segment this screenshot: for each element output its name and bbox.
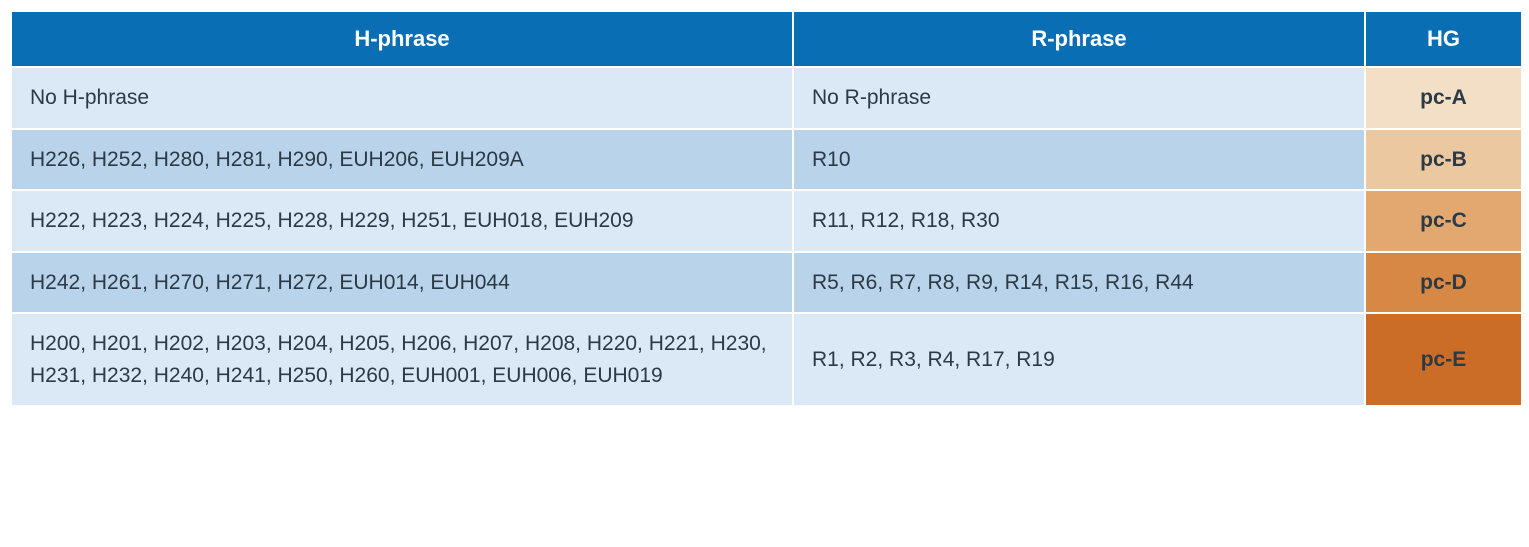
cell-h-phrase: H222, H223, H224, H225, H228, H229, H251…: [12, 191, 792, 251]
table-row: H222, H223, H224, H225, H228, H229, H251…: [12, 191, 1521, 251]
col-header-h: H-phrase: [12, 12, 792, 66]
cell-r-phrase: R5, R6, R7, R8, R9, R14, R15, R16, R44: [794, 253, 1364, 313]
cell-hg: pc-E: [1366, 314, 1521, 405]
table-row: No H-phraseNo R-phrasepc-A: [12, 68, 1521, 128]
table-body: No H-phraseNo R-phrasepc-AH226, H252, H2…: [12, 68, 1521, 405]
cell-r-phrase: R11, R12, R18, R30: [794, 191, 1364, 251]
col-header-hg: HG: [1366, 12, 1521, 66]
cell-hg: pc-D: [1366, 253, 1521, 313]
hazard-table: H-phrase R-phrase HG No H-phraseNo R-phr…: [10, 10, 1523, 407]
cell-hg: pc-A: [1366, 68, 1521, 128]
cell-r-phrase: R1, R2, R3, R4, R17, R19: [794, 314, 1364, 405]
col-header-r: R-phrase: [794, 12, 1364, 66]
cell-h-phrase: No H-phrase: [12, 68, 792, 128]
cell-h-phrase: H226, H252, H280, H281, H290, EUH206, EU…: [12, 130, 792, 190]
cell-hg: pc-C: [1366, 191, 1521, 251]
cell-h-phrase: H242, H261, H270, H271, H272, EUH014, EU…: [12, 253, 792, 313]
cell-r-phrase: No R-phrase: [794, 68, 1364, 128]
table-row: H200, H201, H202, H203, H204, H205, H206…: [12, 314, 1521, 405]
cell-h-phrase: H200, H201, H202, H203, H204, H205, H206…: [12, 314, 792, 405]
cell-r-phrase: R10: [794, 130, 1364, 190]
table-row: H226, H252, H280, H281, H290, EUH206, EU…: [12, 130, 1521, 190]
table-header-row: H-phrase R-phrase HG: [12, 12, 1521, 66]
table-row: H242, H261, H270, H271, H272, EUH014, EU…: [12, 253, 1521, 313]
cell-hg: pc-B: [1366, 130, 1521, 190]
